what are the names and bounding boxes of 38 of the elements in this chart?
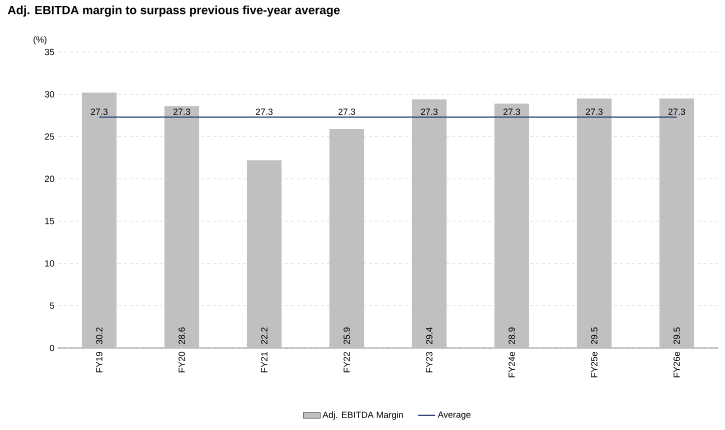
chart-title: Adj. EBITDA margin to surpass previous five-year average — [8, 6, 340, 17]
data-label: 30.2 — [96, 327, 102, 344]
x-tick-label: FY26e — [674, 352, 680, 378]
y-tick-label: 30 — [44, 91, 54, 98]
data-label: 29.4 — [426, 327, 432, 344]
data-label: 27.3 — [256, 108, 273, 115]
data-label: 28.6 — [178, 327, 185, 344]
x-tick-label: FY22 — [344, 352, 350, 372]
y-tick-label: 5 — [50, 302, 54, 309]
y-tick-label: 35 — [44, 48, 54, 56]
data-label: 27.3 — [586, 108, 603, 115]
legend-label: Average — [438, 412, 471, 420]
bar — [576, 98, 612, 348]
data-label: 25.9 — [344, 327, 350, 344]
y-tick-label: 15 — [45, 218, 54, 224]
legend-label: Adj. EBITDA Margin — [322, 411, 403, 420]
y-axis-title: (%) — [34, 36, 46, 44]
data-label: 29.5 — [674, 327, 680, 344]
y-tick-label: 10 — [45, 260, 54, 267]
x-tick-label: FY23 — [426, 352, 432, 372]
x-tick-label: FY20 — [178, 352, 185, 372]
data-label: 27.3 — [420, 108, 438, 115]
x-tick-label: FY21 — [261, 352, 268, 372]
x-tick-label: FY24e — [508, 352, 515, 378]
data-label: 27.3 — [503, 108, 520, 115]
y-tick-label: 25 — [44, 133, 54, 140]
y-tick-label: 0 — [50, 344, 54, 352]
data-label: 27.3 — [173, 108, 190, 115]
data-label: 28.9 — [508, 327, 515, 344]
x-tick-label: FY19 — [96, 352, 102, 372]
bar — [164, 106, 200, 348]
y-tick-label: 20 — [44, 176, 54, 182]
data-label: 27.3 — [338, 108, 356, 115]
data-label: 22.2 — [261, 327, 268, 344]
data-label: 27.3 — [668, 108, 686, 115]
data-label: 29.5 — [591, 327, 598, 344]
x-tick-label: FY25e — [591, 352, 598, 378]
data-label: 27.3 — [90, 108, 108, 115]
